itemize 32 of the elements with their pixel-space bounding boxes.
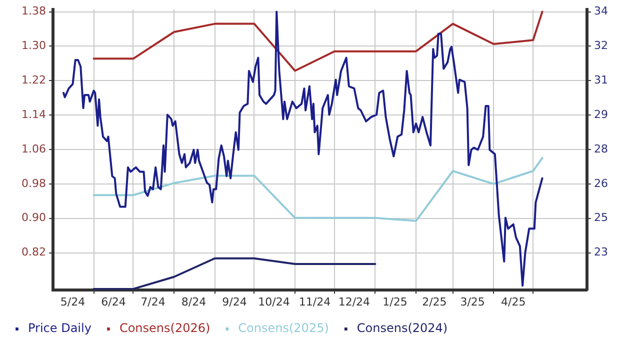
y-tick-label: 1.38 [22, 4, 46, 18]
y-tick-label: 1.14 [22, 108, 46, 121]
legend-label: Consens(2024) [356, 321, 448, 336]
y2-tick-label: 23 [594, 246, 608, 259]
x-tick-label: 4/25 [500, 295, 526, 308]
y2-tick-label: 29 [594, 108, 608, 121]
y-tick-label: 0.98 [22, 176, 46, 190]
x-tick-label: 6/24 [101, 295, 126, 308]
x-tick-label: 3/25 [460, 295, 485, 308]
legend-label: Consens(2025) [238, 321, 329, 336]
y2-tick-label: 31 [594, 73, 608, 86]
x-tick-label: 9/24 [222, 295, 247, 308]
x-tick-label: 7/24 [140, 295, 166, 308]
y-tick-label: 0.90 [22, 211, 46, 224]
y2-tick-label: 34 [594, 4, 608, 18]
x-tick-label: 12/24 [338, 295, 370, 308]
y2-tick-label: 26 [594, 176, 608, 190]
y2-tick-label: 25 [594, 211, 608, 224]
legend-label: Consens(2026) [119, 321, 210, 336]
x-tick-label: 8/24 [181, 295, 206, 308]
x-tick-label: 11/24 [298, 295, 331, 308]
y-tick-label: 1.22 [22, 73, 46, 86]
y-tick-label: 1.30 [22, 39, 46, 52]
y-tick-label: 0.82 [22, 246, 46, 259]
y-tick-label: 1.06 [22, 142, 46, 156]
x-tick-label: 1/25 [382, 295, 408, 308]
x-tick-label: 10/24 [258, 295, 290, 308]
y2-tick-label: 28 [594, 142, 608, 156]
y2-tick-label: 32 [594, 39, 608, 52]
x-tick-label: 2/25 [422, 295, 447, 308]
x-tick-label: 5/24 [60, 295, 86, 308]
legend-label: Price Daily [28, 321, 92, 336]
